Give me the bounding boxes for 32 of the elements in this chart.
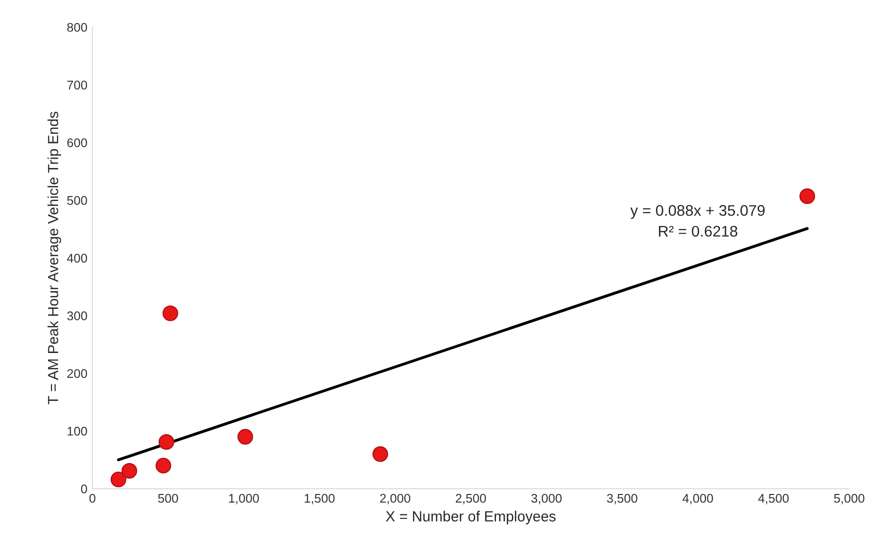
y-tick-label: 800 [67,22,88,32]
point [158,434,174,450]
x-tick-label: 4,500 [758,494,789,504]
x-tick-label: 5,000 [834,494,864,504]
x-tick-label: 1,000 [229,494,259,504]
x-tick-label: 2,500 [456,494,486,504]
x-axis-title: X = Number of Employees [386,510,556,524]
x-tick-label: 0 [89,494,96,503]
point [237,428,254,445]
x-tick-label: 3,000 [531,494,562,504]
x-tick-label: 3,500 [607,494,638,504]
y-tick-label: 700 [67,80,88,90]
x-tick-label: 1,500 [304,494,335,504]
y-tick-label: 100 [68,426,88,436]
y-axis-title: T = AM Peak Hour Average Vehicle Trip Ends [48,112,62,404]
y-tick-label: 400 [66,254,88,263]
x-tick-label: 500 [158,494,178,503]
y-tick-label: 600 [67,138,88,148]
annotation: y = 0.088x + 35.079 [630,205,765,219]
point [156,458,172,474]
annotation: R² = 0.6218 [658,226,738,237]
y-tick-label: 300 [67,311,88,320]
point [110,472,126,488]
point [162,305,178,322]
x-tick-label: 2,000 [380,494,410,504]
point [121,462,138,479]
point [799,188,816,204]
y-tick-label: 200 [67,369,88,378]
y-tick-label: 500 [67,196,88,205]
point [372,446,388,462]
y-tick-label: 0 [81,484,88,494]
x-tick-label: 4,000 [682,494,713,504]
